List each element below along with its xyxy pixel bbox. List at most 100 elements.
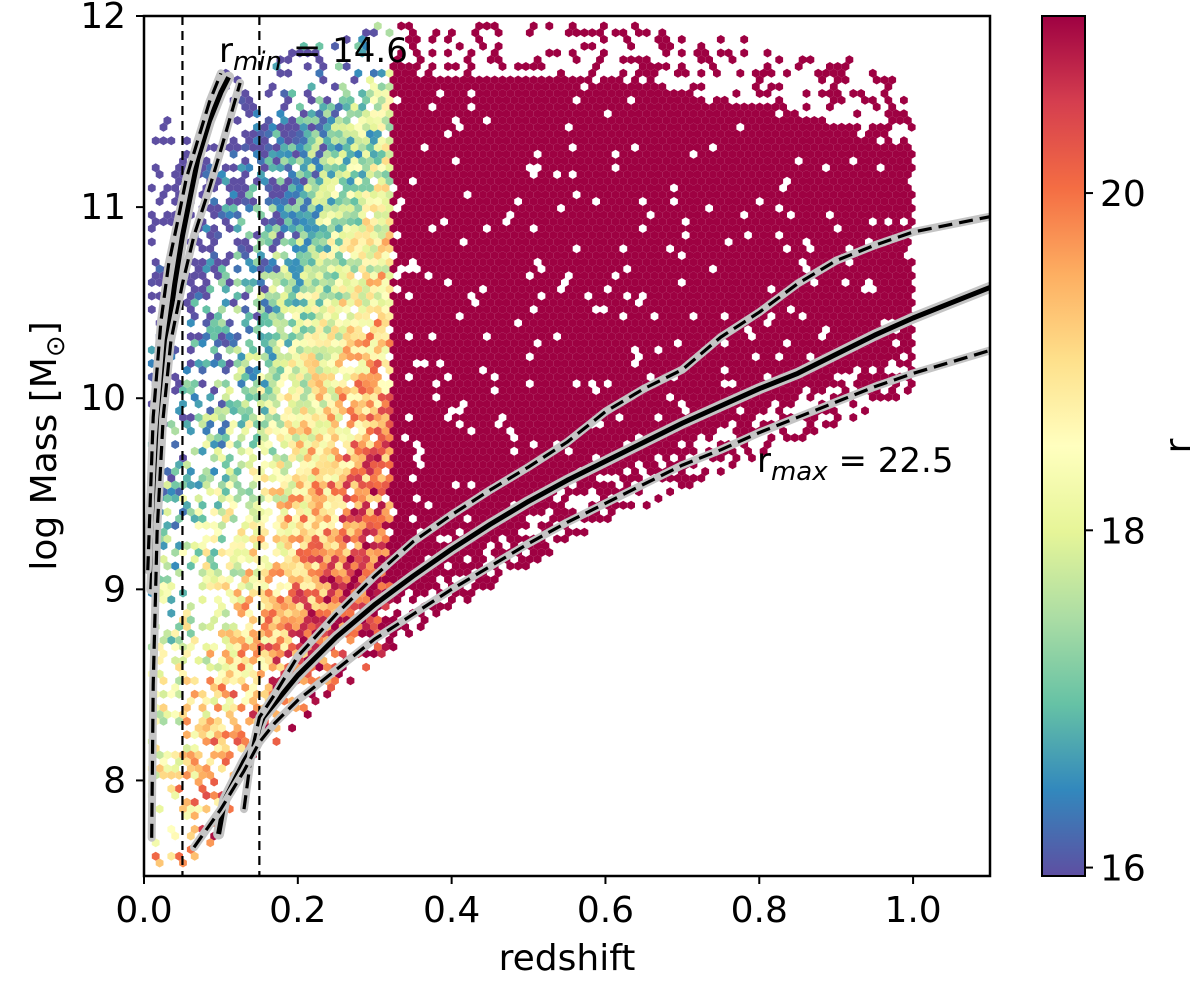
hexbin-cell (646, 156, 655, 166)
hexbin-cell (716, 102, 725, 112)
hexbin-cell (373, 102, 382, 112)
hexbin-cell (763, 264, 772, 274)
hexbin-cell (147, 224, 156, 233)
hexbin-cell (268, 271, 277, 281)
hexbin-cell (826, 224, 834, 233)
hexbin-cell (467, 156, 476, 166)
hexbin-cell (603, 176, 612, 186)
hexbin-cell (576, 264, 585, 274)
hexbin-cell (557, 163, 565, 173)
hexbin-cell (903, 210, 912, 220)
hexbin-cell (880, 210, 889, 220)
hexbin-cell (631, 129, 639, 139)
hexbin-cell (740, 237, 749, 247)
hexbin-cell (892, 163, 900, 173)
hexbin-cell (638, 264, 647, 274)
hexbin-cell (561, 102, 569, 112)
hexbin-cell (662, 129, 671, 139)
hexbin-cell (268, 163, 277, 173)
hexbin-cell (814, 176, 823, 186)
hexbin-cell (151, 217, 160, 227)
hexbin-cell (822, 149, 830, 159)
hexbin-cell (455, 82, 464, 92)
hexbin-cell (272, 129, 281, 139)
hexbin-cell (658, 257, 667, 267)
hexbin-cell (280, 210, 289, 220)
hexbin-cell (272, 264, 281, 274)
hexbin-cell (385, 203, 394, 213)
hexbin-cell (416, 109, 425, 119)
hexbin-cell (564, 203, 573, 213)
hexbin-cell (323, 109, 332, 119)
hexbin-cell (529, 21, 538, 31)
hexbin-cell (276, 176, 285, 186)
hexbin-cell (568, 237, 577, 247)
hexbin-cell (713, 257, 721, 267)
hexbin-cell (724, 170, 733, 179)
hexbin-cell (529, 156, 538, 166)
hexbin-cell (428, 116, 437, 125)
hexbin-cell (888, 116, 897, 125)
hexbin-cell (802, 143, 811, 152)
hexbin-cell (237, 190, 246, 200)
hexbin-cell (284, 217, 293, 227)
hexbin-cell (448, 176, 456, 186)
hexbin-cell (561, 170, 569, 179)
hexbin-cell (389, 143, 398, 152)
hexbin-cell (814, 149, 823, 159)
hexbin-cell (467, 237, 476, 247)
hexbin-cell (358, 156, 367, 166)
hexbin-cell (740, 129, 749, 139)
hexbin-cell (561, 183, 569, 193)
hexbin-cell (642, 109, 651, 119)
hexbin-cell (486, 176, 495, 186)
hexbin-cell (837, 122, 846, 132)
hexbin-cell (377, 68, 386, 78)
hexbin-cell (646, 129, 655, 139)
hexbin-cell (514, 62, 522, 71)
hexbin-cell (303, 170, 312, 179)
hexbin-cell (635, 176, 643, 186)
hexbin-cell (545, 210, 554, 220)
hexbin-cell (588, 217, 597, 227)
hexbin-cell (755, 156, 764, 166)
hexbin-cell (483, 251, 491, 260)
hexbin-cell (654, 129, 663, 139)
hexbin-cell (872, 102, 881, 112)
hexbin-cell (288, 210, 296, 220)
hexbin-cell (514, 102, 522, 112)
hexbin-cell (284, 68, 293, 78)
hexbin-cell (397, 183, 406, 193)
hexbin-cell (307, 203, 316, 213)
hexbin-cell (358, 183, 367, 193)
hexbin-cell (888, 143, 897, 152)
hexbin-cell (666, 230, 674, 240)
hexbin-cell (416, 149, 425, 159)
hexbin-cell (713, 176, 721, 186)
hexbin-cell (525, 257, 534, 267)
hexbin-cell (479, 163, 487, 173)
hexbin-cell (354, 190, 363, 200)
hexbin-cell (568, 116, 577, 125)
hexbin-cell (420, 75, 429, 85)
hexbin-cell (849, 170, 858, 179)
hexbin-cell (280, 89, 289, 98)
hexbin-cell (759, 244, 768, 254)
hexbin-cell (541, 122, 550, 132)
hexbin-cell (444, 251, 452, 260)
hexbin-cell (264, 156, 273, 166)
hexbin-cell (806, 122, 815, 132)
hexbin-cell (272, 224, 281, 233)
hexbin-cell (596, 149, 604, 159)
hexbin-cell (732, 129, 741, 139)
hexbin-cell (428, 210, 437, 220)
hexbin-cell (494, 28, 503, 38)
hexbin-cell (319, 116, 328, 125)
hexbin-cell (677, 170, 686, 179)
hexbin-cell (444, 89, 452, 98)
hexbin-cell (436, 197, 445, 206)
hexbin-cell (257, 143, 265, 152)
hexbin-cell (826, 183, 834, 193)
hexbin-cell (525, 122, 534, 132)
hexbin-cell (483, 129, 491, 139)
